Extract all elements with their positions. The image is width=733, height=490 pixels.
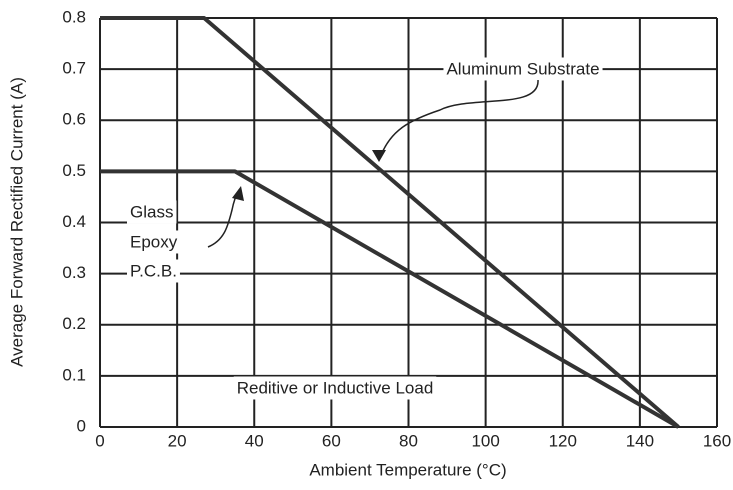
annotation: P.C.B.	[130, 261, 177, 280]
annotation: Epoxy	[130, 232, 178, 251]
arrowhead	[372, 150, 386, 162]
y-tick-label: 0	[77, 416, 86, 435]
x-tick-label: 0	[95, 431, 104, 450]
y-tick-label: 0.7	[62, 59, 86, 78]
annotation: Glass	[130, 202, 173, 221]
annotation: Reditive or Inductive Load	[237, 378, 434, 397]
annotation-bg	[233, 376, 437, 400]
x-tick-label: 60	[322, 431, 341, 450]
arrowhead	[232, 186, 244, 201]
annotation: Aluminum Substrate	[446, 59, 599, 78]
x-tick-label: 100	[471, 431, 499, 450]
y-tick-label: 0.2	[62, 314, 86, 333]
x-tick-label: 140	[626, 431, 654, 450]
y-tick-label: 0.8	[62, 7, 86, 26]
grid	[99, 17, 718, 428]
y-tick-label: 0.6	[62, 110, 86, 129]
x-tick-label: 160	[703, 431, 731, 450]
y-tick-label: 0.3	[62, 263, 86, 282]
series-line	[100, 169, 680, 429]
y-axis-label: Average Forward Rectified Current (A)	[7, 77, 26, 367]
annotation-bg	[127, 259, 180, 283]
annotation-bg	[127, 230, 181, 254]
annotations: Aluminum Substrate Glass Epoxy P.C.B. Rediti…	[127, 57, 603, 400]
x-tick-label: 20	[168, 431, 187, 450]
annotation-bg	[443, 57, 603, 81]
marks	[100, 16, 680, 429]
y-tick-label: 0.4	[62, 212, 86, 231]
y-tick-label: 0.1	[62, 365, 86, 384]
x-axis-label: Ambient Temperature (°C)	[309, 460, 506, 479]
annotation-bg	[127, 200, 177, 224]
x-tick-label: 120	[549, 431, 577, 450]
x-tick-label: 80	[399, 431, 418, 450]
series-line	[100, 16, 680, 429]
x-tick-label: 40	[245, 431, 264, 450]
pointer	[379, 79, 539, 159]
y-tick-label: 0.5	[62, 161, 86, 180]
